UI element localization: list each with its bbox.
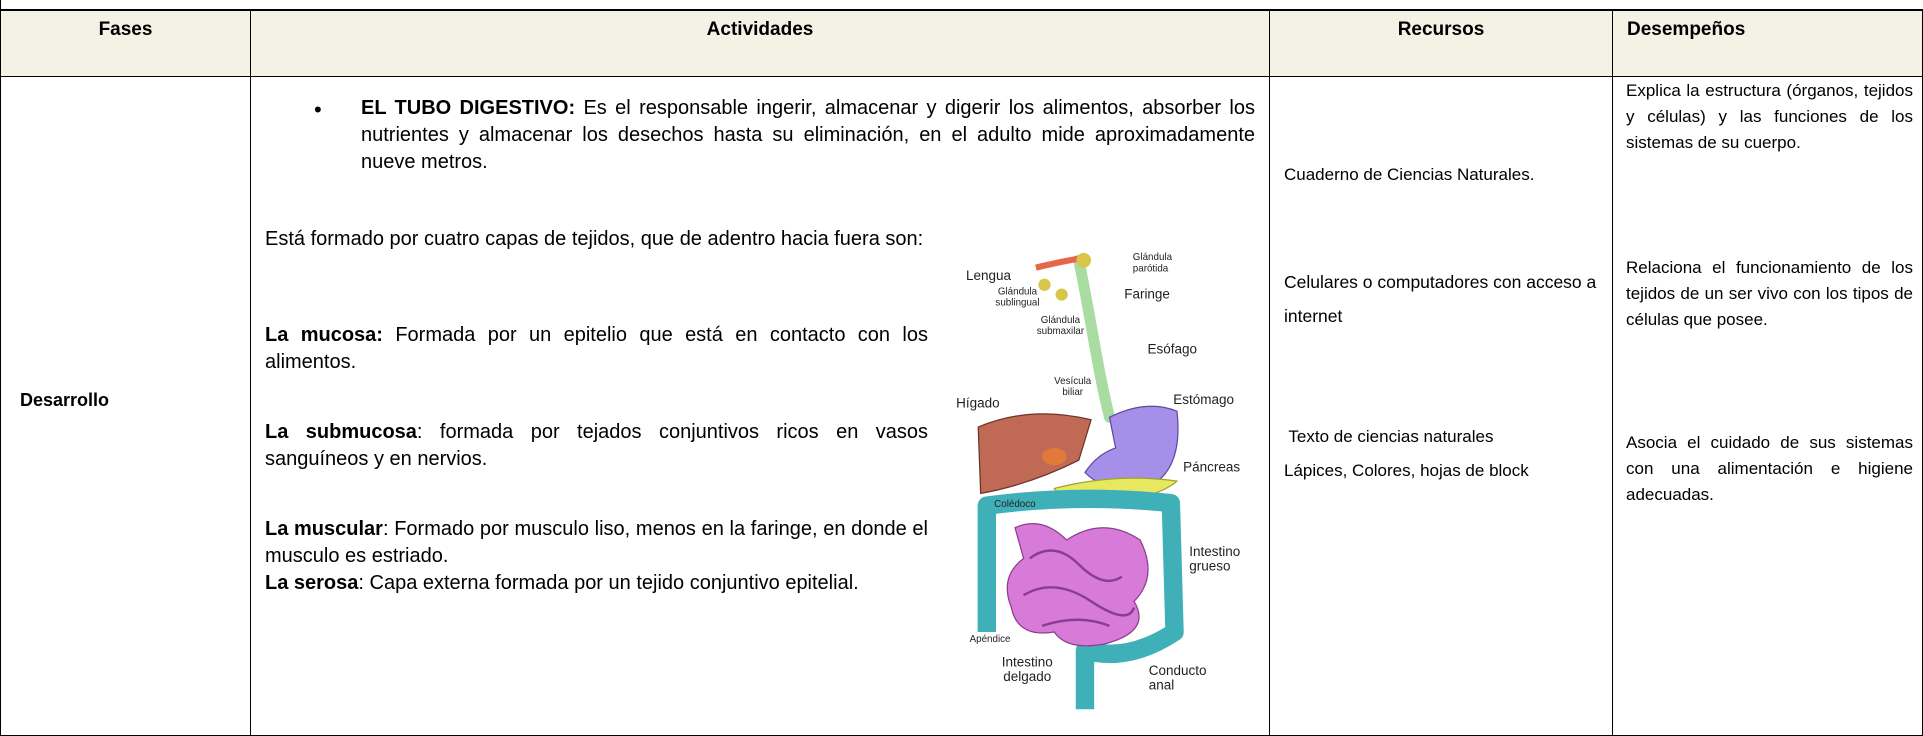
performance: Asocia el cuidado de sus sistemas con un… [1626,433,1913,504]
diagram-label: Glándula [1133,252,1173,263]
term: La mucosa: [265,324,383,346]
small-intestine [1006,523,1149,647]
gallbladder [1042,447,1067,466]
diagram-label: Estómago [1173,392,1234,407]
diagram-label: Colédoco [994,499,1036,510]
text: Formada por un epitelio que está en cont… [265,324,928,373]
top-border [0,0,1923,10]
diagram-labels: LenguaGlándulaparótidaFaringeGlándulasub… [956,252,1240,692]
diagram-label: Páncreas [1183,459,1240,474]
term: La submucosa [265,421,417,443]
diagram-label: grueso [1189,559,1230,574]
term: EL TUBO DIGESTIVO: [361,97,576,119]
gland [1076,252,1092,268]
gland [1055,288,1068,301]
liver [977,413,1092,495]
header-cell: Actividades [250,10,1270,77]
diagram-label: Glándula [1041,315,1081,326]
bullet-dot: • [314,97,322,122]
resource: Cuaderno de Ciencias Naturales. [1284,165,1535,184]
performance: Explica la estructura (órganos, tejidos … [1626,81,1913,152]
text: Es el responsable ingerir, almacenar y d… [361,97,1255,173]
paragraph: La serosa: Capa externa formada por un t… [265,570,928,597]
diagram-label: Apéndice [970,634,1011,645]
diagram-label: Conducto [1149,663,1207,678]
text: : formada por tejados conjuntivos ricos … [265,421,929,470]
text: : Capa externa formada por un tejido con… [358,572,859,594]
bullet-text: EL TUBO DIGESTIVO: Es el responsable ing… [361,95,1255,176]
header-cell: Desempeños [1612,10,1923,77]
intestine-folds [1022,549,1136,628]
paragraph: La muscular: Formado por musculo liso, m… [265,516,928,570]
diagram-label: Intestino [1002,654,1053,669]
performance: Relaciona el funcionamiento de los tejid… [1626,258,1913,329]
resource: Celulares o computadores con acceso a in… [1284,272,1597,326]
gland [1038,278,1051,291]
header-cell: Fases [0,10,251,77]
resource-line: Lápices, Colores, hojas de block [1284,461,1529,480]
diagram-label: parótida [1133,263,1169,274]
diagram-label: Intestino [1189,544,1240,559]
diagram-label: Glándula [998,287,1038,298]
diagram-label: anal [1149,678,1175,693]
diagram-label: Vesícula [1054,376,1092,387]
body-cell [1612,76,1923,736]
header-cell: Recursos [1269,10,1613,77]
text: : Formado por musculo liso, menos en la … [265,518,928,567]
term: La serosa [265,572,359,594]
diagram-label: biliar [1062,387,1083,398]
diagram-label: delgado [1003,669,1051,684]
stomach [1084,405,1179,490]
resource-line: Texto de ciencias naturales [1284,427,1494,446]
paragraph: La mucosa: Formada por un epitelio que e… [265,322,928,376]
paragraph: La submucosa: formada por tejados conjun… [265,419,928,473]
esophagus [1073,254,1116,423]
phase: Desarrollo [20,390,110,410]
resource: Texto de ciencias naturales Lápices, Colo… [1284,420,1604,488]
term: La muscular [265,518,383,540]
diagram-label: Esófago [1148,341,1197,356]
digestive-diagram: LenguaGlándulaparótidaFaringeGlándulasub… [956,252,1240,710]
diagram-label: sublingual [995,298,1039,309]
large-intestine [977,489,1184,710]
diagram-label: Faringe [1124,286,1170,301]
diagram-label: Lengua [966,268,1011,283]
diagram-label: submaxilar [1037,326,1085,337]
paragraph: Está formado por cuatro capas de tejidos… [265,228,924,250]
diagram-label: Hígado [956,395,999,410]
